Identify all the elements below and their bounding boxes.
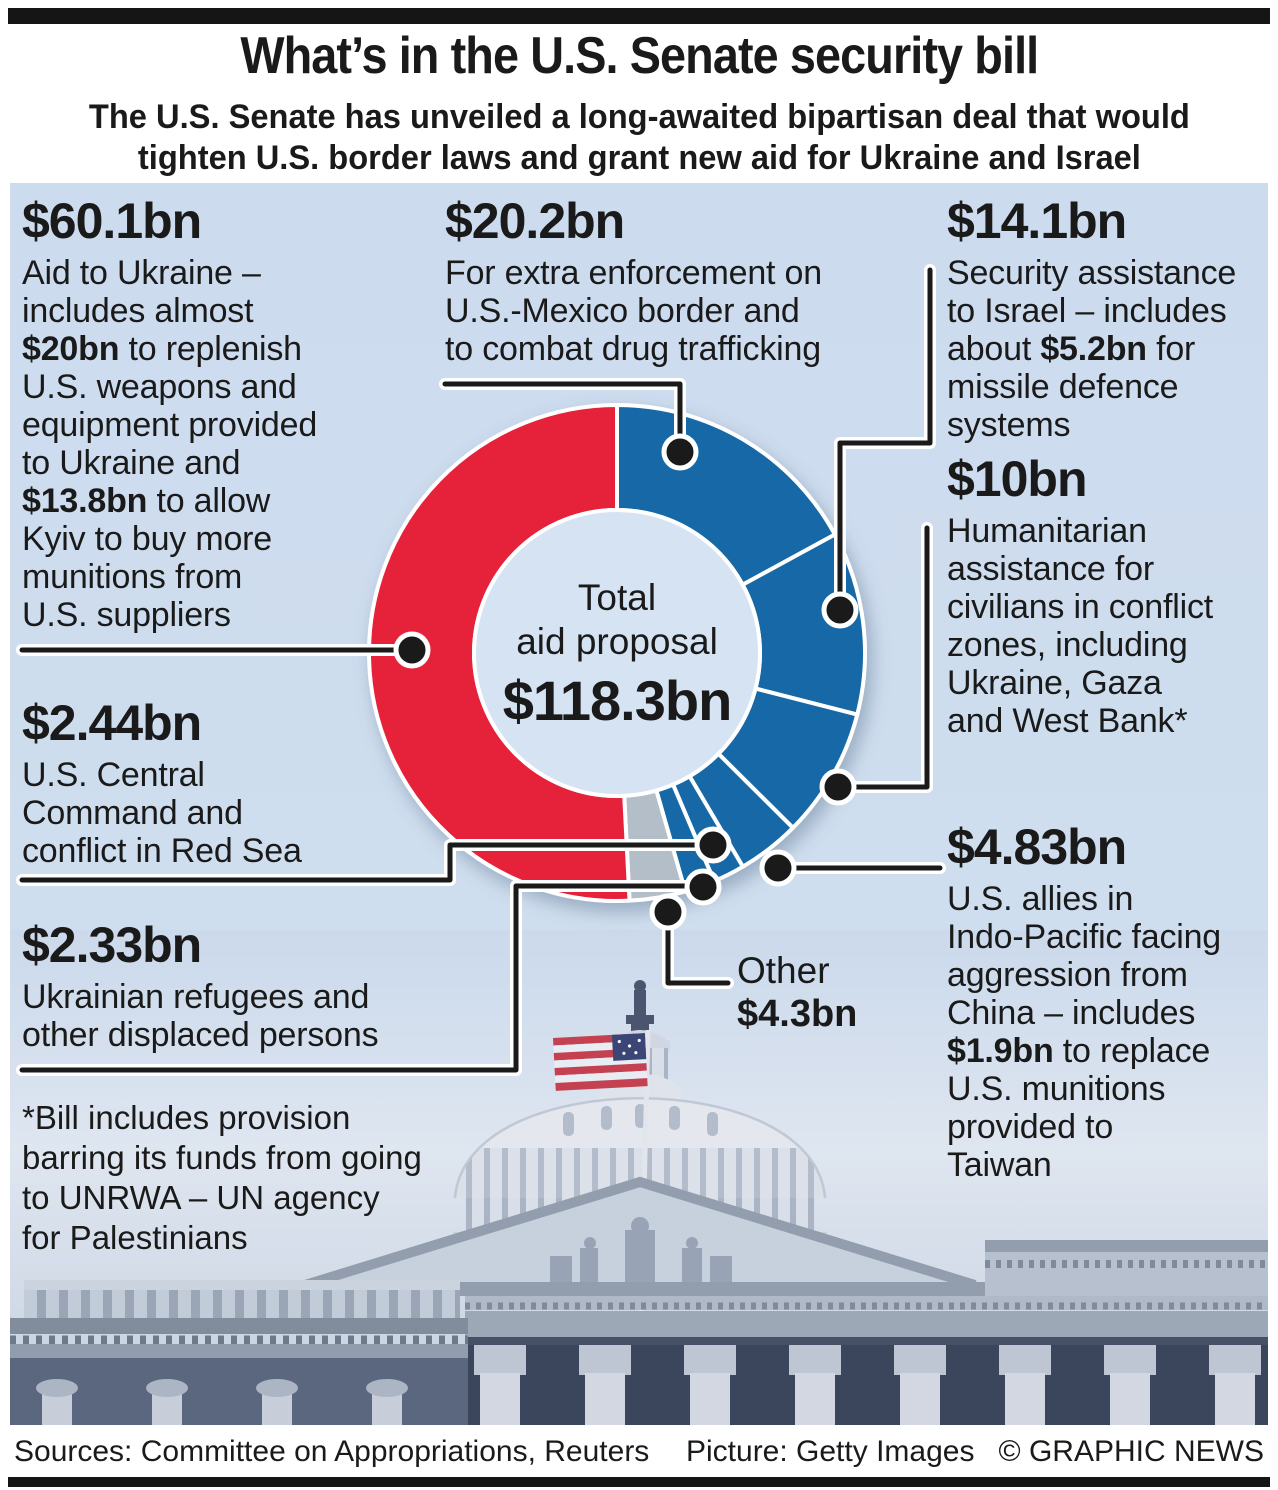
- amount-humanitarian: $10bn: [947, 451, 1088, 507]
- desc-border: For extra enforcement on U.S.-Mexico bor…: [445, 254, 822, 368]
- amount-border: $20.2bn: [445, 193, 625, 249]
- callout-israel: $14.1bn Security assistance to Israel – …: [947, 194, 1269, 444]
- desc-centcom: U.S. Central Command and conflict in Red…: [22, 756, 302, 870]
- page-subtitle: The U.S. Senate has unveiled a long-awai…: [0, 97, 1278, 179]
- capitol-pediment: [293, 1176, 987, 1296]
- top-rule-bar: [8, 8, 1270, 24]
- desc-refugees: Ukrainian refugees and other displaced p…: [22, 978, 379, 1054]
- capitol-left-wing: [10, 1280, 468, 1425]
- amount-israel: $14.1bn: [947, 193, 1127, 249]
- desc-humanitarian: Humanitarian assistance for civilians in…: [947, 512, 1214, 740]
- desc-israel: Security assistance to Israel – includes…: [947, 254, 1237, 444]
- callout-border: $20.2bn For extra enforcement on U.S.-Me…: [445, 194, 925, 368]
- page-subtitle-text: The U.S. Senate has unveiled a long-awai…: [88, 98, 1190, 177]
- amount-indo: $4.83bn: [947, 819, 1127, 875]
- desc-indo: U.S. allies in Indo-Pacific facing aggre…: [947, 880, 1222, 1184]
- sources-credit: Sources: Committee on Appropriations, Re…: [14, 1435, 650, 1468]
- callout-humanitarian: $10bn Humanitarian assistance for civili…: [947, 452, 1269, 740]
- page-title-text: What’s in the U.S. Senate security bill: [240, 27, 1039, 85]
- amount-ukraine: $60.1bn: [22, 193, 202, 249]
- picture-credit: Picture: Getty Images: [686, 1435, 975, 1468]
- callout-centcom: $2.44bn U.S. Central Command and conflic…: [22, 696, 432, 870]
- other-label-text: Other: [737, 950, 830, 991]
- bottom-rule-bar: [8, 1477, 1270, 1487]
- footer: Sources: Committee on Appropriations, Re…: [0, 1425, 1278, 1477]
- page-title: What’s in the U.S. Senate security bill: [0, 26, 1278, 86]
- graphic-news-credit: © GRAPHIC NEWS: [998, 1435, 1264, 1468]
- callout-refugees: $2.33bn Ukrainian refugees and other dis…: [22, 918, 442, 1054]
- donut-center-caption: Total aid proposal: [516, 577, 718, 662]
- donut-center-total: $118.3bn: [502, 669, 733, 732]
- callout-other: Other $4.3bn: [737, 950, 857, 1036]
- desc-ukraine: Aid to Ukraine – includes almost $20bn t…: [22, 254, 318, 634]
- footnote: *Bill includes provision barring its fun…: [22, 1099, 422, 1256]
- callout-ukraine: $60.1bn Aid to Ukraine – includes almost…: [22, 194, 432, 634]
- donut-center-label: Total aid proposal $118.3bn: [455, 576, 779, 733]
- other-amount: $4.3bn: [737, 993, 858, 1035]
- capitol-facade: [465, 1240, 1268, 1425]
- amount-refugees: $2.33bn: [22, 917, 202, 973]
- callout-indo: $4.83bn U.S. allies in Indo-Pacific faci…: [947, 820, 1269, 1184]
- amount-centcom: $2.44bn: [22, 695, 202, 751]
